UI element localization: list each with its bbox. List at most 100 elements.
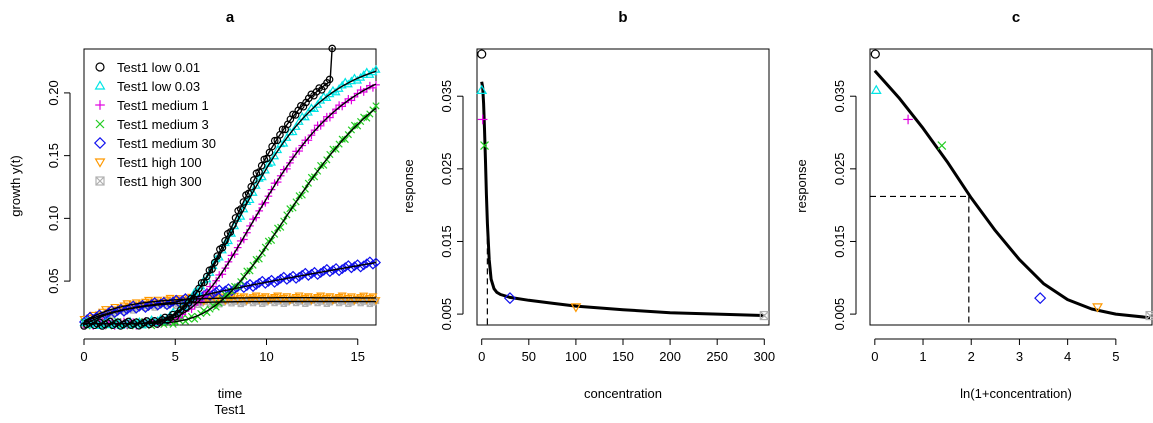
panel-a-x-tick-label: 15 bbox=[351, 349, 365, 364]
data-point bbox=[1034, 292, 1047, 305]
data-point bbox=[263, 276, 274, 287]
data-point bbox=[294, 292, 304, 301]
panel-b-x-tick-label: 100 bbox=[565, 349, 587, 364]
panel-c-y-tick-label: 0.035 bbox=[832, 80, 847, 113]
fit-curve bbox=[873, 69, 1151, 320]
data-point bbox=[477, 114, 488, 125]
data-point bbox=[291, 122, 301, 130]
data-point bbox=[349, 261, 360, 272]
panel-b: b concentration response 0 50 100 150 200 250… bbox=[401, 9, 775, 401]
data-point bbox=[279, 138, 289, 147]
data-point bbox=[371, 64, 381, 73]
data-point bbox=[254, 277, 265, 288]
panel-c-y-label: response bbox=[794, 159, 809, 212]
panel-c-x-tick-label: 3 bbox=[1016, 349, 1023, 364]
data-point bbox=[255, 168, 263, 176]
legend-item: Test1 high 100 bbox=[94, 155, 202, 170]
data-point bbox=[341, 135, 349, 144]
legend-marker bbox=[95, 119, 105, 129]
legend-marker bbox=[93, 136, 107, 150]
legend-item: Test1 medium 30 bbox=[93, 136, 216, 151]
panel-c-title: c bbox=[1012, 9, 1020, 26]
legend-label: Test1 medium 30 bbox=[117, 136, 216, 151]
panel-c-y-tick-label: 0.015 bbox=[832, 225, 847, 258]
panel-b-x-tick-label: 0 bbox=[478, 349, 485, 364]
data-point bbox=[257, 172, 267, 181]
panel-c-x-label: ln(1+concentration) bbox=[960, 386, 1072, 401]
panel-a-x-tick-label: 0 bbox=[80, 349, 87, 364]
data-point bbox=[325, 75, 334, 84]
panel-a-x-tick-label: 10 bbox=[259, 349, 273, 364]
data-point bbox=[297, 269, 308, 280]
legend-marker bbox=[95, 100, 105, 110]
legend-label: Test1 low 0.01 bbox=[117, 60, 200, 75]
panel-c-plot-box bbox=[869, 48, 1153, 326]
panel-b-plot-box bbox=[476, 48, 770, 326]
panel-a-legend: Test1 low 0.01 Test1 low 0.03 Test1 medium… bbox=[93, 60, 216, 189]
data-point bbox=[361, 258, 372, 269]
data-point bbox=[239, 198, 248, 206]
fit-curve bbox=[83, 297, 376, 322]
data-point bbox=[477, 49, 487, 59]
data-point bbox=[155, 298, 166, 309]
panel-a-y-tick-label: 0.10 bbox=[46, 206, 61, 231]
data-point bbox=[278, 125, 287, 134]
data-point bbox=[134, 301, 145, 312]
data-point bbox=[236, 211, 246, 220]
panel-c-axes: 0 1 2 3 4 5 0.005 0.015 0.025 0.035 bbox=[832, 80, 1119, 364]
fit-curve bbox=[480, 81, 765, 318]
data-point bbox=[372, 102, 380, 110]
data-point bbox=[211, 286, 222, 297]
legend-marker bbox=[95, 62, 105, 72]
panel-a-axes: 0 5 10 15 0.05 0.10 0.15 0.20 bbox=[46, 80, 365, 364]
data-point bbox=[476, 84, 488, 95]
panel-b-x-tick-label: 50 bbox=[522, 349, 536, 364]
data-point bbox=[870, 84, 882, 95]
data-point bbox=[112, 305, 123, 316]
panel-b-title: b bbox=[618, 9, 627, 26]
data-point bbox=[245, 195, 255, 204]
data-point bbox=[298, 191, 306, 199]
data-point bbox=[313, 99, 323, 108]
panel-a-title: a bbox=[226, 9, 235, 26]
panel-b-x-label: concentration bbox=[584, 386, 662, 401]
data-point bbox=[303, 107, 313, 116]
legend-label: Test1 medium 1 bbox=[117, 98, 209, 113]
data-point bbox=[937, 141, 947, 151]
data-point bbox=[223, 236, 234, 245]
data-point bbox=[480, 141, 489, 151]
panel-b-y-tick-label: 0.015 bbox=[439, 225, 454, 258]
data-point bbox=[316, 121, 325, 130]
legend-label: Test1 medium 3 bbox=[117, 117, 209, 132]
data-point bbox=[202, 272, 211, 281]
panel-a-y-label: growth y(t) bbox=[8, 155, 23, 216]
data-point bbox=[353, 122, 362, 130]
panel-c-y-tick-label: 0.005 bbox=[832, 298, 847, 331]
panel-a-x-tick-label: 5 bbox=[172, 349, 179, 364]
data-point bbox=[327, 265, 338, 276]
legend-marker bbox=[95, 176, 105, 186]
data-point bbox=[303, 293, 313, 302]
data-point bbox=[239, 293, 249, 302]
data-point bbox=[325, 293, 335, 302]
data-point bbox=[759, 310, 769, 321]
data-point bbox=[243, 267, 251, 275]
data-point bbox=[1092, 303, 1103, 313]
data-point bbox=[346, 293, 356, 302]
panel-c-x-tick-label: 0 bbox=[871, 349, 878, 364]
data-point bbox=[870, 49, 880, 59]
legend-label: Test1 high 300 bbox=[117, 174, 202, 189]
panel-c-y-tick-label: 0.025 bbox=[832, 153, 847, 186]
panel-b-x-tick-label: 250 bbox=[706, 349, 728, 364]
series-test1-medium-30 bbox=[78, 256, 382, 327]
panel-c-x-tick-label: 5 bbox=[1112, 349, 1119, 364]
data-point bbox=[318, 265, 329, 276]
panel-b-y-tick-label: 0.005 bbox=[439, 298, 454, 331]
data-point bbox=[200, 306, 208, 315]
data-point bbox=[363, 114, 371, 122]
data-point bbox=[340, 262, 351, 273]
data-point bbox=[337, 292, 347, 301]
panel-a-x-label: time bbox=[218, 386, 243, 401]
panel-a-sublabel: Test1 bbox=[214, 402, 245, 417]
